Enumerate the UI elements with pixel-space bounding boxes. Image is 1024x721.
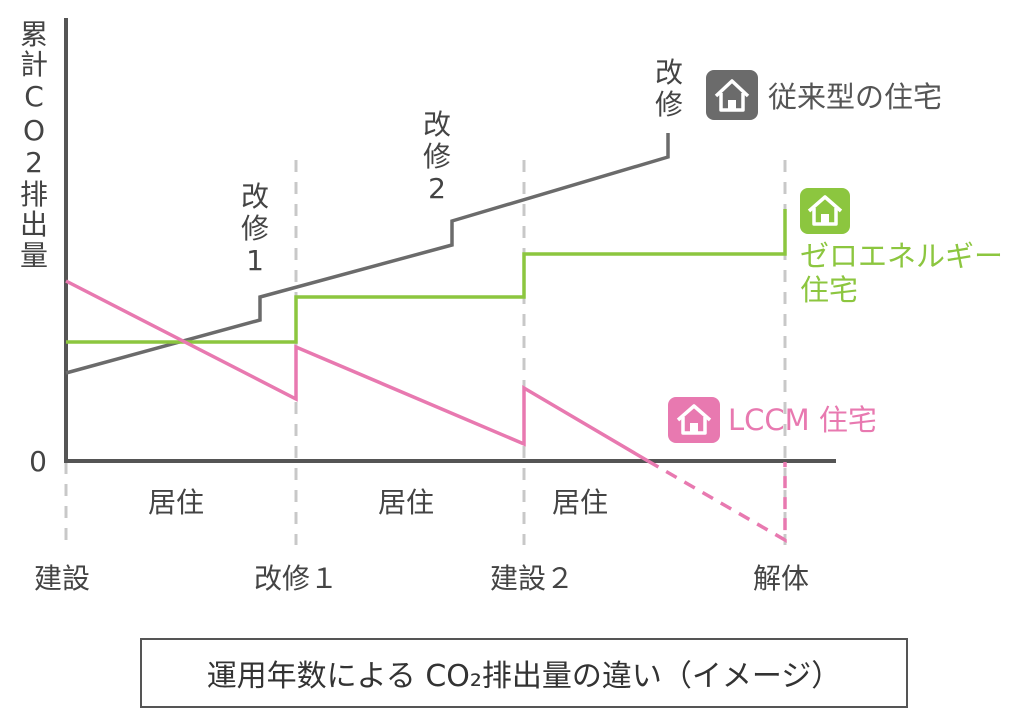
caption-box: 運用年数による CO₂排出量の違い（イメージ） bbox=[140, 638, 908, 708]
y-axis-label: 累 計 C O 2 排 出 量 bbox=[20, 18, 48, 272]
legend-zero-energy: ゼロエネルギー 住宅 bbox=[800, 188, 1003, 307]
zero-energy-house-icon-bg bbox=[800, 188, 850, 234]
lccm-house-projected-line bbox=[647, 459, 787, 544]
caption-text: 運用年数による CO₂排出量の違い（イメージ） bbox=[206, 659, 842, 694]
renovation-label-char: 修 bbox=[423, 140, 451, 173]
house-icon bbox=[676, 404, 712, 435]
milestone-label: 建設２ bbox=[490, 562, 574, 595]
zero-energy-house-line bbox=[66, 209, 787, 344]
milestone-label: 解体 bbox=[753, 562, 809, 595]
y-axis-label-char: 累 bbox=[20, 18, 48, 51]
period-label: 居住 bbox=[552, 486, 608, 519]
y-axis-label-char: O bbox=[23, 114, 45, 147]
renovation-2-label: 改 修 2 bbox=[423, 108, 451, 205]
legend-conventional-label: 従来型の住宅 bbox=[768, 80, 942, 114]
house-icon bbox=[714, 79, 750, 112]
legend-lccm-label: LCCM 住宅 bbox=[728, 403, 877, 437]
y-axis-label-char: 量 bbox=[20, 239, 48, 272]
legend-conventional: 従来型の住宅 bbox=[706, 70, 942, 120]
renovation-3-label: 改 修 bbox=[655, 56, 683, 121]
conventional-house-icon-bg bbox=[706, 70, 758, 120]
house-icon bbox=[807, 195, 843, 226]
y-axis-label-char: 2 bbox=[25, 146, 43, 179]
legend-zero-energy-label-line2: 住宅 bbox=[800, 273, 858, 307]
renovation-label-char: 改 bbox=[423, 108, 451, 141]
renovation-label-char: 2 bbox=[428, 172, 446, 205]
y-axis-label-char: 計 bbox=[20, 48, 48, 81]
y-axis-label-char: 排 bbox=[20, 178, 48, 211]
milestone-label: 建設 bbox=[34, 562, 90, 595]
lccm-house-line bbox=[65, 279, 649, 463]
milestone-label: 改修１ bbox=[254, 562, 338, 595]
renovation-label-char: 改 bbox=[241, 180, 269, 213]
legend-lccm: LCCM 住宅 bbox=[668, 397, 877, 443]
renovation-label-char: 1 bbox=[246, 244, 264, 277]
conventional-house-line bbox=[65, 133, 670, 375]
zero-label: 0 bbox=[29, 445, 47, 478]
y-axis-label-char: C bbox=[24, 80, 44, 113]
y-axis-label-char: 出 bbox=[20, 208, 48, 241]
period-label: 居住 bbox=[378, 486, 434, 519]
renovation-1-label: 改 修 1 bbox=[241, 180, 269, 277]
lccm-house-icon-bg bbox=[668, 397, 720, 443]
period-label: 居住 bbox=[148, 486, 204, 519]
renovation-label-char: 改 bbox=[655, 56, 683, 89]
renovation-label-char: 修 bbox=[655, 88, 683, 121]
renovation-label-char: 修 bbox=[241, 212, 269, 245]
legend-zero-energy-label-line1: ゼロエネルギー bbox=[800, 239, 1003, 273]
